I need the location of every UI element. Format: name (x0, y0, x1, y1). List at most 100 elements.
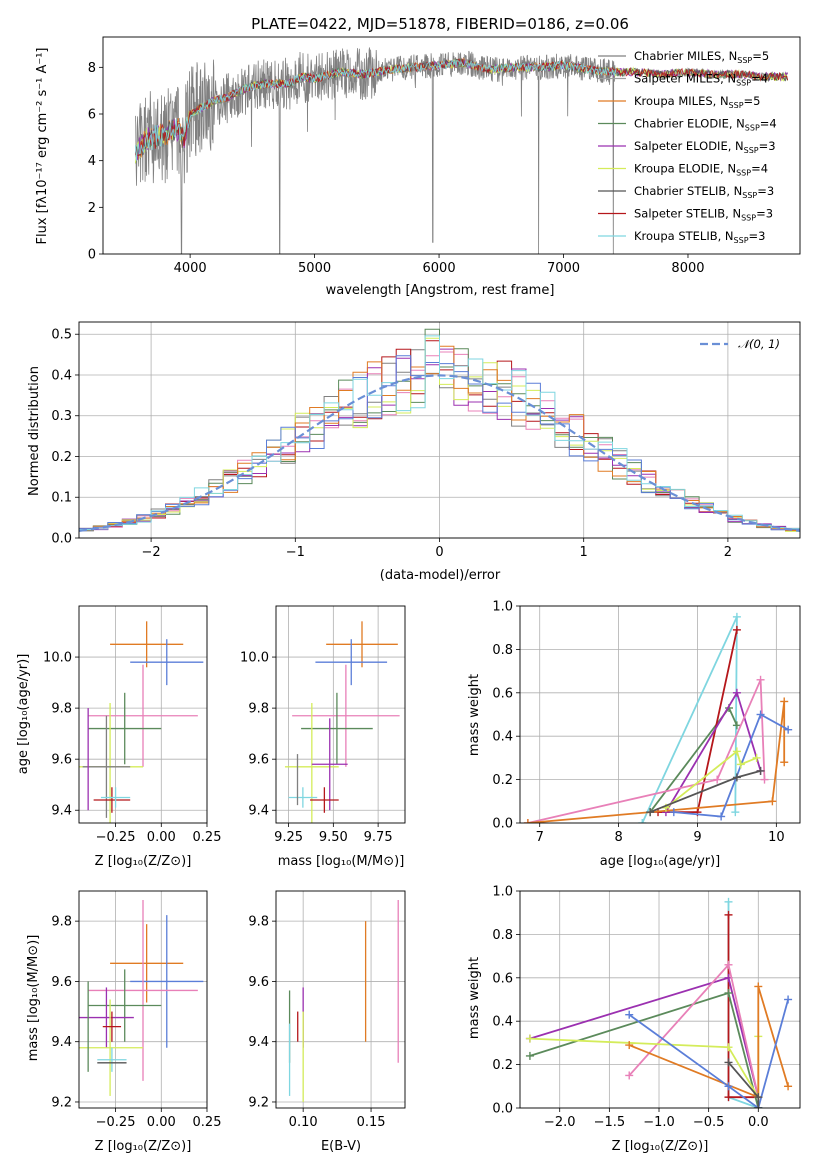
spectrum-x-label: wavelength [Angstrom, rest frame] (326, 283, 555, 298)
x-tick-label: 0.00 (147, 1115, 176, 1130)
x-tick-label: 10 (768, 830, 785, 845)
y-tick-label: 9.6 (248, 753, 269, 768)
x-tick-label: 9 (693, 830, 701, 845)
grid-lines (276, 606, 405, 823)
error-bar-point (310, 787, 339, 813)
y-tick-label: 0.0 (492, 1102, 513, 1117)
weight-series-line (628, 986, 789, 1099)
legend-subscript: SSP (734, 236, 749, 245)
y-tick-label: 0.6 (492, 971, 513, 986)
error-bar-point (88, 692, 162, 765)
error-bar-point (88, 969, 162, 1042)
weight-vs-metallicity-panel: −2.0 −1.5 −1.0 −0.5 0.0 0.0 0.2 0.4 0.6 0.8 1.0 Z … (467, 885, 801, 1154)
y-tick-label: 6 (88, 108, 96, 123)
residual-x-label: (data-model)/error (380, 568, 501, 583)
residual-histogram-panel: −2 −1 0 1 2 0.0 0.1 0.2 0.3 0.4 0.5 𝒩(0, 1) (data-m… (27, 321, 801, 583)
plus-marker (724, 1082, 733, 1091)
model-spectrum-line (134, 59, 617, 161)
axes-frame: 0.10 0.15 9.2 9.4 9.6 9.8 (248, 890, 406, 1130)
y-tick-label: 1.0 (492, 600, 513, 615)
plus-marker (731, 808, 740, 817)
plus-marker (638, 819, 647, 823)
axes-border (519, 605, 801, 824)
legend-subscript: SSP (736, 79, 751, 88)
axes-border (78, 890, 208, 1109)
plus-marker (732, 773, 741, 782)
y-tick-label: 9.2 (248, 1095, 269, 1110)
error-bar-point (82, 715, 131, 818)
plus-marker (754, 1104, 763, 1108)
spectrum-panel: 4000 5000 6000 7000 8000 0 2 4 6 8 Chabrier MILES,… (35, 36, 801, 298)
x-tick-label: 0.25 (193, 830, 222, 845)
axes-frame: 9.25 9.50 9.75 9.4 9.6 9.8 10.0 (240, 605, 406, 845)
plus-marker (724, 1043, 733, 1052)
plus-marker (625, 1071, 634, 1080)
error-bar-point (301, 692, 373, 765)
legend-label: Salpeter ELODIE, NSSP=3 (634, 139, 776, 155)
weight-vs-age-panel: 7 8 9 10 0.0 0.2 0.4 0.6 0.8 1.0 age [log₁₀(age/y… (467, 600, 801, 869)
plus-marker (724, 1093, 733, 1102)
error-bar-point (93, 787, 131, 813)
legend-label: Kroupa STELIB, NSSP=3 (634, 229, 765, 245)
plus-marker (784, 1082, 793, 1091)
plus-marker (754, 982, 763, 991)
legend-value: =5 (752, 49, 769, 63)
error-bar-point (102, 1011, 122, 1042)
plus-marker (756, 766, 765, 775)
y-tick-label: 1.0 (492, 885, 513, 900)
y-tick-label: 8 (88, 61, 96, 76)
legend-value: =5 (744, 94, 761, 108)
plus-marker (732, 747, 741, 756)
x-tick-label: 8000 (671, 261, 704, 276)
residual-legend: 𝒩(0, 1) (700, 337, 780, 351)
y-tick-label: 0.4 (492, 1015, 513, 1030)
axes-border (275, 890, 406, 1109)
x-tick-label: 6000 (423, 261, 456, 276)
x-tick-label: 0.0 (748, 1115, 769, 1130)
plus-marker (752, 753, 761, 762)
axes-frame: −0.25 0.00 0.25 9.2 9.4 9.6 9.8 (51, 890, 221, 1130)
y-tick-label: 9.4 (51, 804, 72, 819)
error-bar-point (130, 639, 204, 686)
y-tick-label: 9.6 (248, 975, 269, 990)
histogram-step-line (79, 335, 800, 530)
legend-label: 𝒩(0, 1) (738, 337, 780, 351)
y-tick-label: 0.3 (51, 409, 72, 424)
weight-series-line (665, 749, 757, 809)
weight-z-y-label: mass weight (467, 957, 482, 1039)
legend-subscript: SSP (742, 191, 757, 200)
observed-spectrum-line (135, 47, 616, 254)
legend-label: Salpeter STELIB, NSSP=3 (634, 207, 773, 223)
y-tick-label: 0.4 (51, 368, 72, 383)
plus-marker (754, 1093, 763, 1102)
plus-marker (760, 775, 769, 784)
spectrum-legend: Chabrier MILES, NSSP=5 Salpeter MILES, NS… (598, 49, 777, 245)
mass-ebv-x-label: E(B-V) (321, 1139, 361, 1154)
axes-frame: −2 −1 0 1 2 0.0 0.1 0.2 0.3 0.4 0.5 (51, 321, 801, 560)
legend-value: =3 (759, 139, 776, 153)
normal-reference-curve (79, 374, 800, 532)
plus-marker (669, 808, 678, 817)
y-tick-label: 0.0 (492, 817, 513, 832)
plus-marker (724, 910, 733, 919)
legend-value: =3 (757, 184, 774, 198)
plus-marker (724, 1058, 733, 1067)
axes-frame: −0.25 0.00 0.25 9.4 9.6 9.8 10.0 (43, 605, 222, 845)
x-tick-label: −2.0 (544, 1115, 576, 1130)
x-tick-label: 7 (536, 830, 544, 845)
plot-area (79, 328, 800, 532)
x-tick-label: 2 (724, 545, 732, 560)
plus-marker (732, 625, 741, 634)
legend-subscript: SSP (741, 214, 756, 223)
y-tick-label: 0.2 (492, 773, 513, 788)
plus-marker (732, 721, 741, 730)
plus-marker (717, 812, 726, 821)
y-tick-label: 10.0 (43, 651, 72, 666)
x-tick-label: 0 (435, 545, 443, 560)
weight-age-x-label: age [log₁₀(age/yr)] (600, 854, 721, 869)
y-tick-label: 4 (88, 154, 96, 169)
legend-label: Chabrier STELIB, NSSP=3 (634, 184, 774, 200)
y-tick-label: 2 (88, 201, 96, 216)
legend-subscript: SSP (729, 101, 744, 110)
